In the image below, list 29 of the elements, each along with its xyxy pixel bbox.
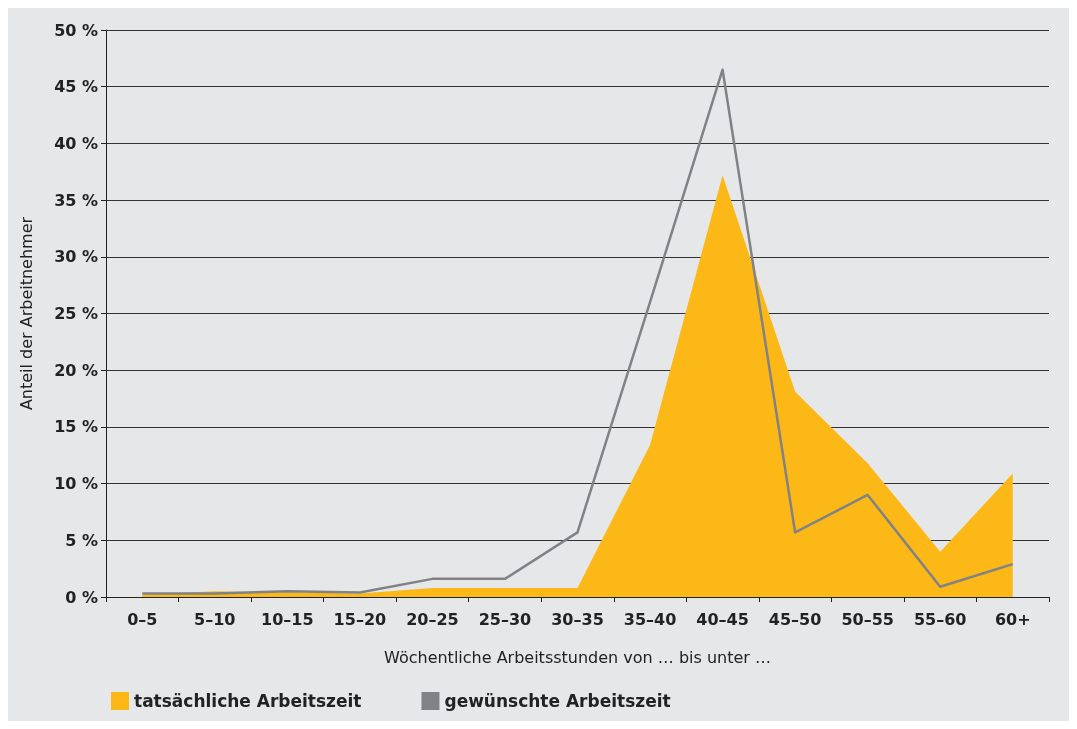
y-tick-label: 30 % — [54, 247, 98, 267]
x-tick-label: 50–55 — [841, 609, 894, 629]
legend-label: gewünschte Arbeitszeit — [444, 691, 671, 711]
y-tick-label: 25 % — [54, 304, 98, 323]
x-tick-label: 40–45 — [696, 609, 749, 629]
y-tick-label: 5 % — [65, 530, 98, 550]
x-axis-title: Wöchentliche Arbeitsstunden von … bis unter … — [384, 647, 771, 667]
y-tick-label: 40 % — [54, 133, 98, 153]
x-tick-label: 10–15 — [261, 609, 314, 629]
y-tick-label: 35 % — [54, 190, 98, 210]
x-tick-label: 5–10 — [194, 609, 236, 629]
x-tick-label: 25–30 — [478, 609, 532, 629]
x-tick-label: 60+ — [994, 609, 1031, 629]
x-tick-label: 55–60 — [913, 609, 967, 629]
y-tick-label: 45 % — [54, 77, 98, 97]
y-axis-title: Anteil der Arbeitnehmer — [16, 216, 36, 411]
y-tick-label: 0 % — [65, 587, 98, 607]
y-tick-label: 20 % — [54, 360, 98, 380]
x-tick-label: 35–40 — [623, 609, 677, 629]
legend-label: tatsächliche Arbeitszeit — [134, 691, 362, 711]
y-tick-label: 10 % — [54, 474, 98, 494]
x-tick-label: 15–20 — [333, 609, 387, 629]
x-tick-label: 0–5 — [127, 609, 158, 629]
y-tick-label: 15 % — [54, 417, 98, 437]
x-tick-label: 20–25 — [406, 609, 459, 629]
x-tick-label: 30–35 — [551, 609, 604, 629]
x-tick-label: 45–50 — [768, 609, 822, 629]
y-tick-label: 50 % — [54, 20, 98, 40]
line-series — [141, 68, 1014, 595]
